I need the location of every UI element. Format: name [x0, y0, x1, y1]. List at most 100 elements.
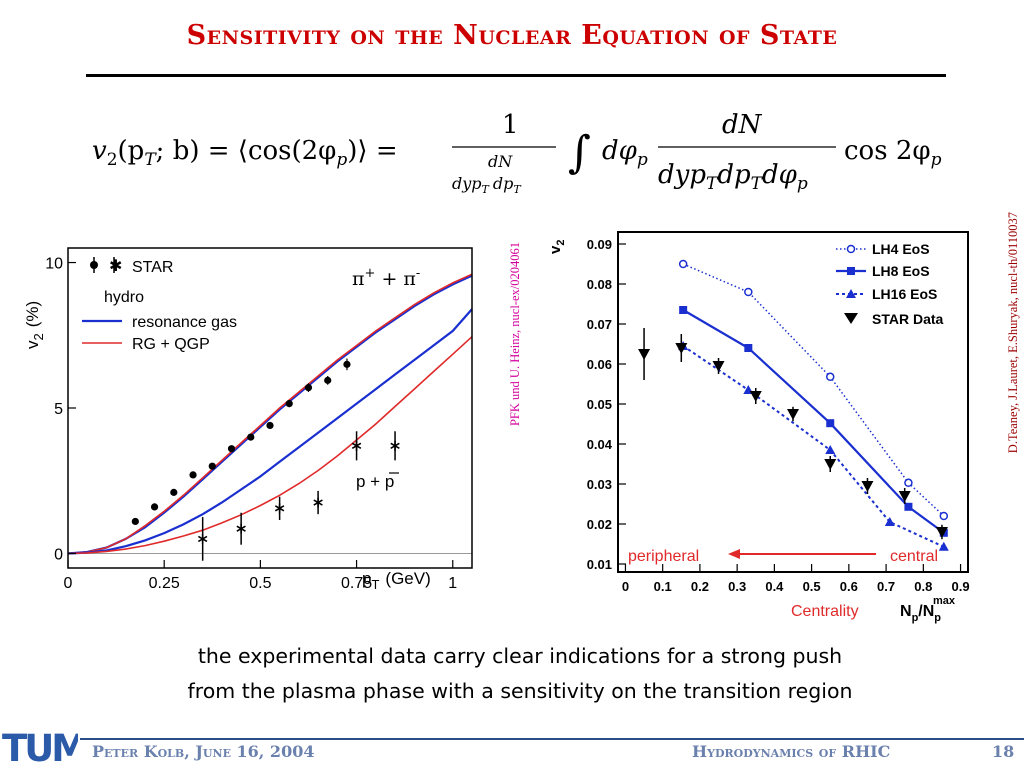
tum-logo: TUM [2, 728, 78, 766]
svg-text:v2: v2 [547, 240, 567, 254]
proton-point [390, 440, 400, 451]
cite-right: D.Teaney, J.Lauret, E.Shuryak, nucl-th/0… [1006, 212, 1020, 454]
right-xtick-label: 0.8 [914, 579, 932, 594]
svg-text:dypTdpT: dypT dpT [452, 174, 522, 195]
right-xtick-label: 0.6 [840, 579, 858, 594]
formula-dN-small: dN [488, 152, 513, 171]
left-xlabel-main: p [362, 569, 371, 588]
footer-author-date: Peter Kolb, June 16, 2004 [92, 742, 315, 761]
model-line-2 [682, 345, 945, 548]
lh8-point [744, 344, 753, 352]
formula-args: (p [118, 136, 145, 166]
star-data-point [861, 481, 874, 492]
pion-point [304, 384, 313, 392]
lh4-point [744, 287, 753, 297]
proton-point [236, 523, 246, 534]
lh16-point [825, 445, 836, 454]
right-ytick-label: 0.07 [587, 317, 612, 332]
annot-pi-b: + [365, 266, 376, 281]
formula-den1-dp: dp [493, 174, 513, 193]
star-data-point [638, 349, 651, 360]
star-data-point [898, 491, 911, 502]
formula-den2c: dφ [762, 160, 798, 190]
formula-den1-dp-sub: T [513, 183, 522, 195]
proton-point [274, 503, 285, 514]
left-xtick-label: 1 [448, 575, 457, 592]
left-xlabel-sub: T [371, 577, 379, 592]
lh4-point [939, 511, 949, 521]
formula-den2a: dyp [658, 160, 706, 190]
arrow-central: central [890, 548, 938, 565]
left-ylabel-unit: (%) [23, 301, 42, 327]
right-xlabel-n-sub: p [912, 612, 919, 624]
right-xlabel-n: N [900, 603, 912, 620]
right-ytick-label: 0.08 [587, 277, 612, 292]
legend-lh16: LH16 EoS [872, 286, 937, 302]
right-xlabel-centrality: Centrality [791, 603, 859, 620]
right-xtick-label: 0.5 [803, 579, 821, 594]
hydro-curve-3 [67, 336, 473, 555]
right-xlabel-nmax-sup: max [933, 595, 956, 607]
v2-centrality-chart: 0 0.1 0.2 0.3 0.4 0.5 0.6 0.7 0.8 0.9 0.01 0.02 0.03… [547, 231, 970, 624]
pion-point [227, 445, 236, 453]
annot-pi-c: + π [375, 268, 416, 290]
footer-talk-title: Hydrodynamics of RHIC [692, 742, 891, 761]
proton-point [313, 497, 323, 508]
footer-page-number: 18 [992, 742, 1015, 761]
right-xtick-label: 0.9 [952, 579, 970, 594]
right-ytick-label: 0.03 [587, 477, 612, 492]
right-xtick-label: 0.7 [877, 579, 895, 594]
right-xtick-label: 0.4 [765, 579, 784, 594]
annot-pi-a: π [352, 268, 365, 290]
lh4-point [825, 372, 835, 382]
formula-args-sub: T [144, 150, 157, 170]
legend-hydro: hydro [104, 289, 144, 306]
right-xtick-label: 0.1 [654, 579, 672, 594]
lh4-point [904, 478, 913, 488]
right-ytick-label: 0.09 [587, 237, 612, 252]
legend-lh8: LH8 EoS [872, 263, 930, 279]
formula-one: 1 [502, 110, 519, 140]
pion-point [131, 517, 139, 526]
formula-den1: dyp [452, 174, 482, 193]
proton-point [351, 440, 362, 451]
hydro-curve-1 [67, 273, 473, 555]
left-ytick-label: 10 [45, 256, 63, 273]
pion-point [170, 488, 178, 496]
pion-point [343, 360, 351, 368]
annot-pi-d: - [416, 266, 420, 281]
pion-point [208, 462, 216, 470]
right-ylabel-main: v [547, 245, 564, 254]
title-underline [86, 74, 946, 77]
footer-rule [80, 738, 1024, 740]
arrow-peripheral: peripheral [628, 548, 699, 565]
svg-text:TUM: TUM [2, 728, 78, 766]
right-ytick-label: 0.05 [587, 397, 612, 412]
annot-p: p + [356, 472, 385, 491]
formula-den2b: dp [717, 160, 751, 190]
right-xtick-label: 0.3 [728, 579, 746, 594]
svg-text:p + p: p + p [356, 472, 394, 491]
pion-point [150, 503, 159, 511]
hydro-curve-0 [67, 274, 473, 555]
formula-num2: dN [722, 110, 763, 140]
hydro-curve-2 [67, 308, 473, 555]
svg-text:dφp: dφp [602, 136, 648, 170]
right-ytick-label: 0.06 [587, 357, 612, 372]
svg-text:pT(GeV): pT (GeV) [362, 569, 431, 592]
left-xlabel-unit: (GeV) [385, 569, 430, 588]
left-xtick-label: 0.75 [341, 575, 372, 592]
lh16-point [884, 517, 895, 526]
legend-lh4: LH4 EoS [872, 241, 930, 257]
svg-text:dypTdpTdφp: dypTdpTdφp [658, 160, 808, 194]
v2-formula: v2(pT; b) = ⟨cos(2φp)⟩ = 1 dN dypT dpT ∫ … [92, 110, 942, 195]
legend-qgp: RG + QGP [132, 336, 210, 353]
left-ytick-label: 0 [54, 546, 63, 563]
left-xtick-label: 0.25 [149, 575, 180, 592]
left-xtick-label: 0.5 [249, 575, 271, 592]
left-ylabel-sub: 2 [31, 333, 46, 340]
proton-point [197, 533, 208, 544]
caption-line-2: from the plasma phase with a sensitivity… [187, 679, 853, 703]
pion-point [324, 376, 332, 384]
